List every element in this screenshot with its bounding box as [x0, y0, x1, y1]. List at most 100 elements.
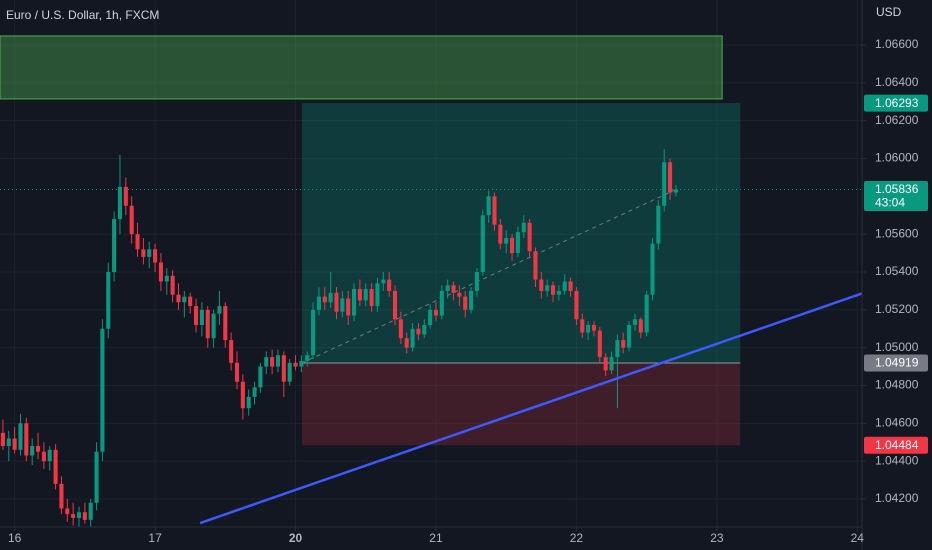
candle-body	[375, 283, 380, 307]
candle-body	[305, 355, 310, 361]
candle-body	[100, 328, 105, 452]
candle-body	[340, 298, 345, 312]
x-tick-label: 17	[148, 531, 162, 545]
candle-body	[369, 289, 374, 307]
candle-body	[123, 186, 128, 206]
candle-body	[357, 289, 362, 301]
y-tick-label: 1.04600	[875, 416, 919, 430]
candle-body	[568, 281, 573, 291]
target-area	[301, 103, 741, 363]
candle-body	[521, 222, 526, 233]
price-label: 1.05836	[875, 182, 919, 196]
candle-body	[410, 328, 415, 348]
candle-body	[445, 285, 450, 291]
candle-body	[18, 423, 23, 450]
candle-body	[597, 330, 602, 358]
candle-body	[539, 279, 544, 291]
candle-body	[556, 290, 561, 295]
candle-body	[673, 189, 678, 193]
candle-body	[234, 362, 240, 382]
candle-body	[311, 309, 316, 356]
y-tick-label: 1.06200	[875, 113, 919, 127]
plot-area	[0, 35, 862, 527]
price-label: 1.06293	[875, 96, 919, 110]
candle-body	[287, 362, 292, 382]
candle-body	[463, 296, 468, 310]
candle-body	[94, 451, 99, 503]
candle-body	[65, 508, 70, 515]
candle-body	[480, 215, 485, 273]
x-tick-label: 21	[429, 531, 443, 545]
candle-body	[270, 357, 275, 367]
candle-body	[30, 446, 35, 456]
candle-body	[439, 290, 444, 316]
candle-body	[392, 290, 398, 320]
candle-body	[562, 281, 567, 291]
supply-zone	[0, 35, 723, 100]
candle-body	[498, 224, 503, 244]
y-tick-label: 1.05200	[875, 302, 919, 316]
y-tick-label: 1.06600	[875, 37, 919, 51]
candle-body	[322, 296, 327, 303]
candle-body	[381, 279, 386, 284]
price-label-box	[864, 354, 928, 372]
candle-body	[603, 357, 608, 371]
candle-body	[574, 290, 579, 320]
candle-body	[627, 324, 632, 348]
candle-body	[112, 219, 117, 273]
candle-body	[457, 292, 462, 297]
candle-body	[293, 362, 298, 367]
candle-body	[416, 328, 421, 335]
candle-body	[229, 340, 234, 363]
candle-body	[621, 340, 626, 348]
candle-body	[246, 396, 251, 409]
y-tick-label: 1.05400	[875, 264, 919, 278]
candle-body	[387, 279, 392, 291]
candle-body	[644, 294, 649, 333]
countdown-label: 43:04	[875, 196, 905, 210]
y-tick-label: 1.05000	[875, 340, 919, 354]
candle-body	[650, 243, 655, 295]
candle-body	[59, 483, 64, 509]
stop-area	[301, 362, 741, 446]
candle-body	[632, 319, 637, 325]
candle-body	[656, 205, 661, 244]
candle-body	[510, 237, 515, 254]
candle-body	[12, 438, 17, 450]
candle-body	[609, 357, 614, 371]
candle-body	[264, 357, 269, 367]
y-tick-label: 1.06400	[875, 75, 919, 89]
candle-body	[135, 234, 140, 250]
y-tick-label: 1.06000	[875, 151, 919, 165]
candle-body	[428, 309, 433, 325]
candle-body	[469, 290, 474, 310]
x-tick-label: 16	[8, 531, 22, 545]
candle-body	[404, 338, 409, 348]
x-tick-label: 24	[851, 531, 865, 545]
candle-body	[545, 285, 550, 291]
candle-body	[334, 292, 339, 312]
candle-body	[53, 449, 58, 484]
candle-body	[182, 296, 187, 303]
candle-body	[106, 272, 111, 329]
candle-body	[240, 381, 245, 409]
x-tick-label: 20	[289, 531, 303, 545]
x-tick-label: 23	[710, 531, 724, 545]
candle-body	[492, 196, 497, 225]
y-tick-label: 1.05600	[875, 226, 919, 240]
price-label-box	[864, 181, 928, 212]
candle-body	[586, 324, 591, 333]
candle-body	[275, 355, 281, 367]
candle-body	[164, 275, 169, 282]
candle-body	[515, 232, 520, 254]
candle-body	[580, 319, 585, 333]
candle-body	[474, 272, 479, 291]
candle-body	[188, 296, 193, 307]
candle-body	[316, 296, 321, 310]
candle-body	[211, 313, 216, 339]
candle-body	[328, 292, 333, 303]
candle-body	[252, 387, 257, 397]
candle-body	[668, 162, 673, 193]
